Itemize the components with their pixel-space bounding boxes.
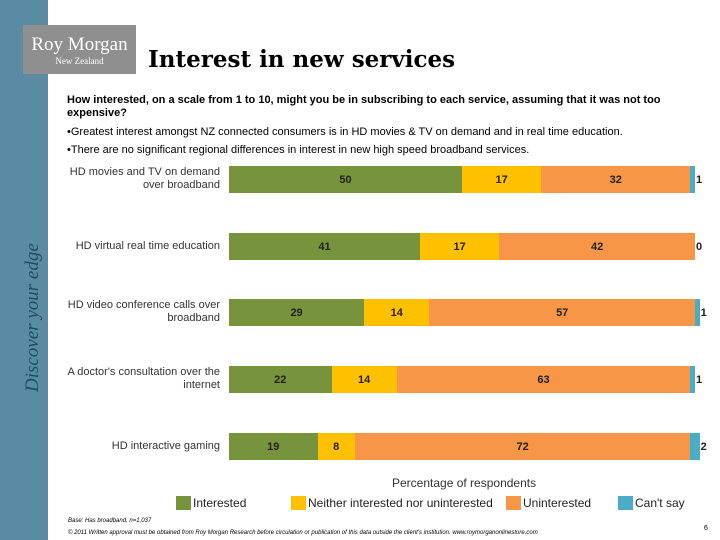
logo: Roy Morgan New Zealand <box>23 25 136 74</box>
category-label: HD virtual real time education <box>75 240 220 252</box>
data-label: 1 <box>695 174 703 186</box>
data-label: 72 <box>516 441 529 453</box>
data-label: 0 <box>695 241 703 253</box>
data-label: 2 <box>700 441 707 453</box>
legend-item: Can't say <box>618 496 685 510</box>
data-label: 1 <box>700 307 707 319</box>
data-label: 8 <box>333 441 340 453</box>
bar-segment <box>229 433 318 460</box>
data-label: 42 <box>591 241 604 253</box>
bar-segment <box>331 366 397 393</box>
bar-segment <box>462 166 542 193</box>
bullet: •Greatest interest amongst NZ connected … <box>67 126 623 138</box>
footer: © 2011 Written approval must be obtained… <box>68 530 538 536</box>
question: How interested, on a scale from 1 to 10,… <box>67 94 661 119</box>
x-axis-label: Percentage of respondents <box>392 476 537 490</box>
legend-swatch <box>618 496 633 510</box>
legend-item: Interested <box>176 496 246 510</box>
legend-item: Uninterested <box>506 496 591 510</box>
bar-segment <box>695 299 700 326</box>
bar-segment <box>429 299 695 326</box>
data-label: 32 <box>609 174 622 186</box>
bar-segment <box>229 166 462 193</box>
legend-swatch <box>176 496 191 510</box>
tagline: Discover your edge <box>22 243 43 392</box>
data-label: 22 <box>274 374 287 386</box>
data-label: 1 <box>695 374 703 386</box>
category-label: A doctor's consultation over the interne… <box>67 366 220 391</box>
bar-segment <box>354 433 691 460</box>
bullet: •There are no significant regional diffe… <box>67 144 530 156</box>
bar-segment <box>690 366 695 393</box>
bar-segment <box>317 433 355 460</box>
legend-label: Uninterested <box>523 496 592 510</box>
bar-segment <box>229 366 332 393</box>
bar-segment <box>364 299 430 326</box>
data-label: 41 <box>318 241 331 253</box>
base-note: Base: Has broadband, n=1,037 <box>68 518 152 524</box>
page-title: Interest in new services <box>148 46 456 73</box>
bar-segment <box>541 166 691 193</box>
category-label: HD interactive gaming <box>111 440 220 452</box>
bar-segment <box>499 233 695 260</box>
data-label: 14 <box>390 307 403 319</box>
data-label: 19 <box>267 441 280 453</box>
bar-segment <box>229 233 421 260</box>
bar-segment <box>420 233 500 260</box>
data-label: 63 <box>537 374 550 386</box>
data-label: 14 <box>358 374 371 386</box>
legend-label: Neither interested nor uninterested <box>308 496 493 510</box>
data-label: 57 <box>556 307 569 319</box>
legend-swatch <box>291 496 306 510</box>
legend-label: Interested <box>193 496 247 510</box>
data-label: 17 <box>453 241 466 253</box>
page-number: 6 <box>704 525 708 532</box>
legend-item: Neither interested nor uninterested <box>291 496 493 510</box>
data-label: 50 <box>339 174 352 186</box>
legend-label: Can't say <box>635 496 685 510</box>
bar-segment <box>396 366 691 393</box>
bar-segment <box>690 433 700 460</box>
bar-segment <box>229 299 365 326</box>
sidebar <box>0 0 48 540</box>
data-label: 29 <box>290 307 303 319</box>
category-label: HD video conference calls over broadband <box>67 299 220 324</box>
data-label: 17 <box>495 174 508 186</box>
legend-swatch <box>506 496 521 510</box>
category-label: HD movies and TV on demand over broadban… <box>69 166 220 191</box>
bar-segment <box>690 166 695 193</box>
